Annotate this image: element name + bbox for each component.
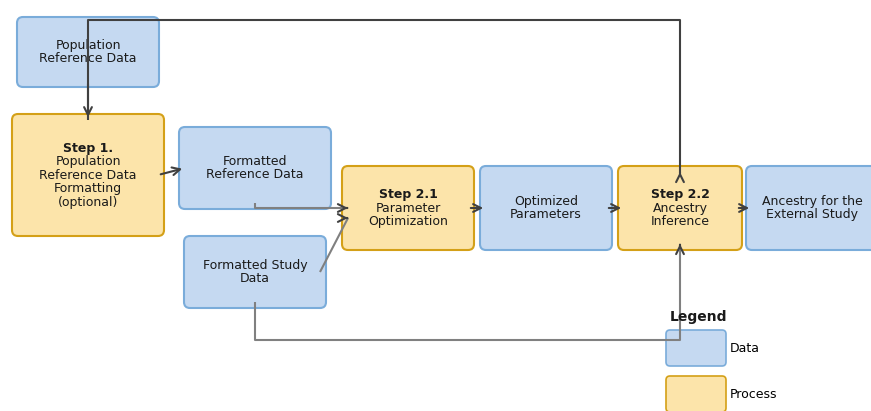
Text: Ancestry for the: Ancestry for the <box>761 195 862 208</box>
FancyBboxPatch shape <box>17 17 159 87</box>
Text: Population: Population <box>55 39 121 52</box>
FancyBboxPatch shape <box>618 166 742 250</box>
FancyBboxPatch shape <box>480 166 612 250</box>
Text: Optimized: Optimized <box>514 195 578 208</box>
Text: Reference Data: Reference Data <box>39 52 137 65</box>
Text: Inference: Inference <box>651 215 710 228</box>
Text: Step 2.1: Step 2.1 <box>379 188 437 201</box>
Text: Step 2.2: Step 2.2 <box>651 188 710 201</box>
Text: Population: Population <box>55 155 121 168</box>
FancyBboxPatch shape <box>179 127 331 209</box>
Text: Formatted: Formatted <box>223 155 287 168</box>
FancyBboxPatch shape <box>746 166 871 250</box>
FancyBboxPatch shape <box>666 376 726 411</box>
Text: Ancestry: Ancestry <box>652 201 707 215</box>
FancyBboxPatch shape <box>184 236 326 308</box>
Text: Formatting: Formatting <box>54 182 122 195</box>
Text: Parameters: Parameters <box>510 208 582 221</box>
Text: (optional): (optional) <box>57 196 118 208</box>
Text: Formatted Study: Formatted Study <box>203 259 307 272</box>
FancyBboxPatch shape <box>12 114 164 236</box>
Text: Legend: Legend <box>670 310 727 324</box>
Text: Reference Data: Reference Data <box>206 168 304 181</box>
Text: Data: Data <box>730 342 760 355</box>
FancyBboxPatch shape <box>342 166 474 250</box>
Text: Data: Data <box>240 272 270 285</box>
FancyBboxPatch shape <box>666 330 726 366</box>
Text: Process: Process <box>730 388 778 400</box>
Text: Parameter: Parameter <box>375 201 441 215</box>
Text: External Study: External Study <box>766 208 858 221</box>
Text: Optimization: Optimization <box>368 215 448 228</box>
Text: Reference Data: Reference Data <box>39 169 137 182</box>
Text: Step 1.: Step 1. <box>63 141 113 155</box>
